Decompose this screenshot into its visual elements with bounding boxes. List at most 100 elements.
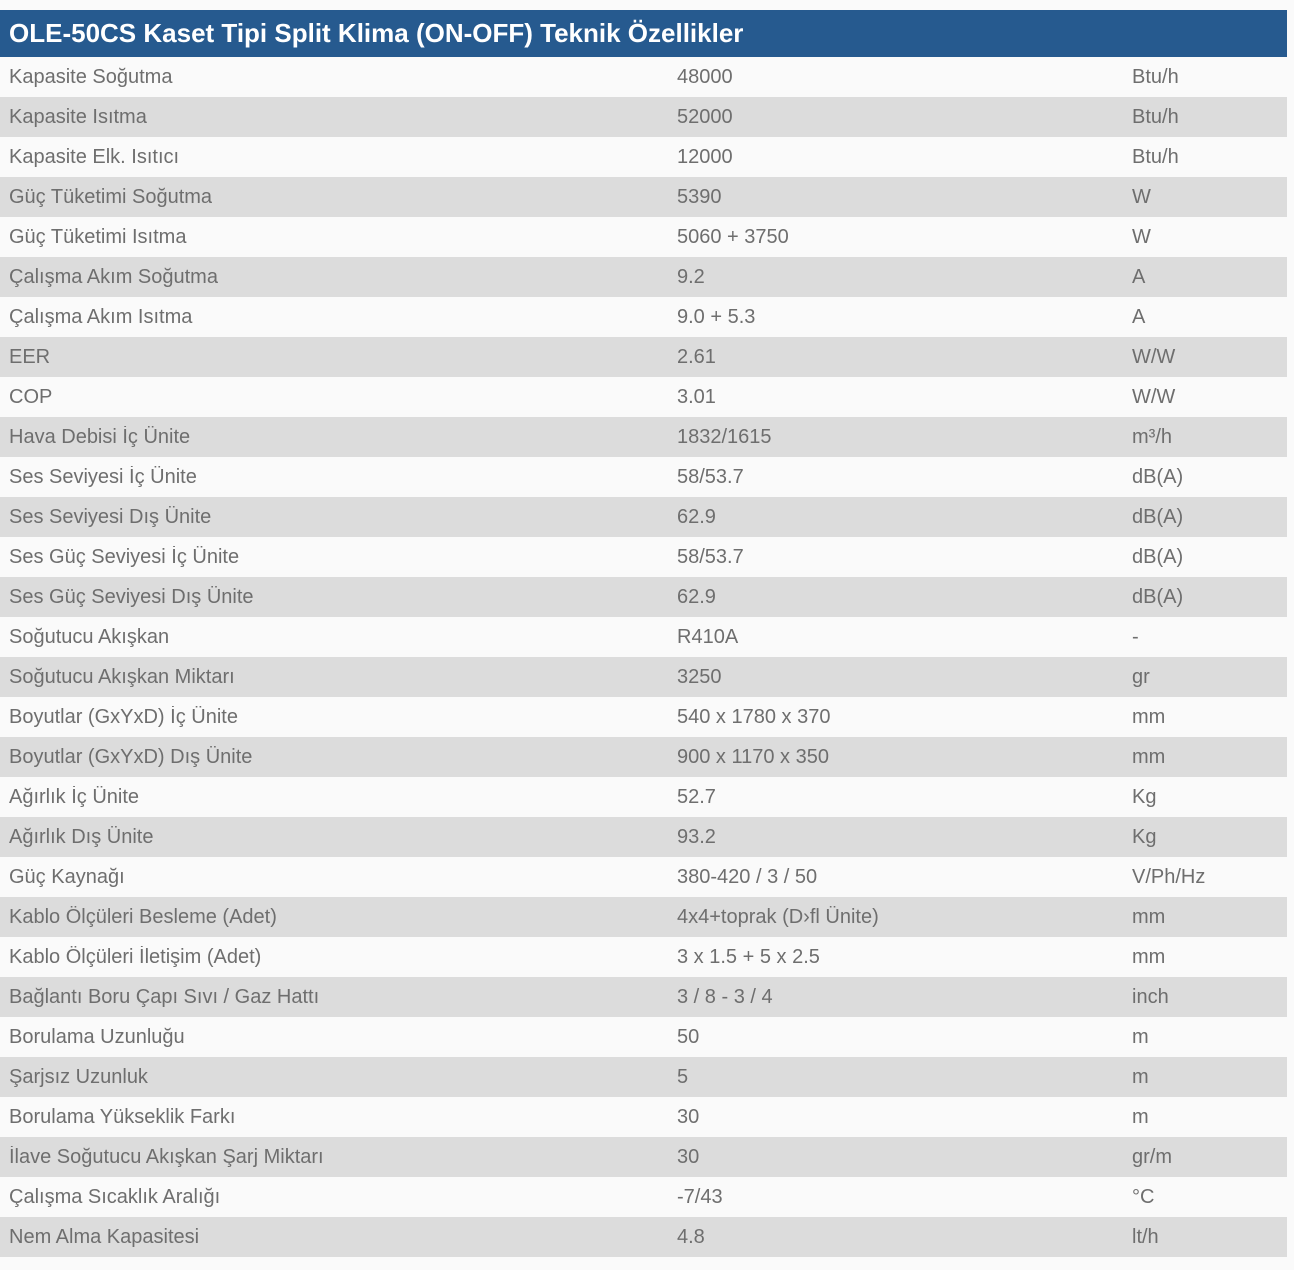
spec-unit: mm <box>1132 705 1166 728</box>
spec-label: Ses Seviyesi İç Ünite <box>9 465 197 488</box>
spec-value: R410A <box>677 625 739 648</box>
spec-row: Soğutucu Akışkan R410A - <box>0 617 1287 657</box>
spec-label: Soğutucu Akışkan Miktarı <box>9 665 235 688</box>
spec-unit: Kg <box>1132 785 1157 808</box>
spec-value: 2.61 <box>677 345 716 368</box>
spec-value: 52.7 <box>677 785 716 808</box>
spec-value: 62.9 <box>677 505 716 528</box>
spec-row: Ses Güç Seviyesi Dış Ünite 62.9 dB(A) <box>0 577 1287 617</box>
spec-label: İlave Soğutucu Akışkan Şarj Miktarı <box>9 1145 324 1168</box>
spec-row: Ses Seviyesi İç Ünite 58/53.7 dB(A) <box>0 457 1287 497</box>
spec-label: Ağırlık İç Ünite <box>9 785 140 808</box>
spec-value: 52000 <box>677 105 733 128</box>
spec-label: Boyutlar (GxYxD) İç Ünite <box>9 705 238 728</box>
spec-label: Güç Tüketimi Isıtma <box>9 225 187 248</box>
spec-row: Borulama Yükseklik Farkı 30 m <box>0 1097 1287 1137</box>
spec-value: -7/43 <box>677 1185 723 1208</box>
spec-value: 380-420 / 3 / 50 <box>677 865 818 888</box>
spec-value: 30 <box>677 1145 700 1168</box>
spec-label: Kapasite Isıtma <box>9 105 147 128</box>
spec-value: 30 <box>677 1105 700 1128</box>
spec-value: 3 / 8 - 3 / 4 <box>677 985 773 1008</box>
spec-unit: A <box>1132 265 1146 288</box>
spec-row: Güç Tüketimi Isıtma 5060 + 3750 W <box>0 217 1287 257</box>
spec-unit: dB(A) <box>1132 545 1184 568</box>
spec-row: Çalışma Sıcaklık Aralığı -7/43 °C <box>0 1177 1287 1217</box>
spec-row: Kapasite Isıtma 52000 Btu/h <box>0 97 1287 137</box>
spec-value: 1832/1615 <box>677 425 772 448</box>
spec-row: Kapasite Soğutma 48000 Btu/h <box>0 57 1287 97</box>
spec-unit: V/Ph/Hz <box>1132 865 1206 888</box>
spec-unit: Kg <box>1132 825 1157 848</box>
spec-unit: W <box>1132 185 1151 208</box>
spec-unit: mm <box>1132 745 1166 768</box>
spec-row: Kablo Ölçüleri Besleme (Adet) 4x4+toprak… <box>0 897 1287 937</box>
spec-row: EER 2.61 W/W <box>0 337 1287 377</box>
spec-label: Çalışma Akım Isıtma <box>9 305 193 328</box>
spec-row: Şarjsız Uzunluk 5 m <box>0 1057 1287 1097</box>
spec-value: 62.9 <box>677 585 716 608</box>
spec-row: Ses Güç Seviyesi İç Ünite 58/53.7 dB(A) <box>0 537 1287 577</box>
spec-unit: A <box>1132 305 1146 328</box>
spec-value: 900 x 1170 x 350 <box>677 745 829 768</box>
spec-value: 58/53.7 <box>677 545 744 568</box>
spec-value: 5 <box>677 1065 689 1088</box>
spec-unit: W/W <box>1132 385 1176 408</box>
spec-unit: W <box>1132 225 1151 248</box>
spec-unit: Btu/h <box>1132 145 1179 168</box>
spec-unit: Btu/h <box>1132 65 1179 88</box>
spec-label: Ses Seviyesi Dış Ünite <box>9 505 212 528</box>
spec-unit: m <box>1132 1025 1149 1048</box>
spec-value: 3 x 1.5 + 5 x 2.5 <box>677 945 820 968</box>
spec-label: Hava Debisi İç Ünite <box>9 425 191 448</box>
spec-label: Soğutucu Akışkan <box>9 625 170 648</box>
spec-table-title-bar: OLE-50CS Kaset Tipi Split Klima (ON-OFF)… <box>0 10 1287 57</box>
spec-unit: mm <box>1132 905 1166 928</box>
spec-row: Kablo Ölçüleri İletişim (Adet) 3 x 1.5 +… <box>0 937 1287 977</box>
spec-unit: dB(A) <box>1132 585 1184 608</box>
spec-value: 3.01 <box>677 385 716 408</box>
spec-unit: °C <box>1132 1185 1155 1208</box>
spec-label: Boyutlar (GxYxD) Dış Ünite <box>9 745 253 768</box>
spec-row: Güç Kaynağı 380-420 / 3 / 50 V/Ph/Hz <box>0 857 1287 897</box>
spec-unit: m <box>1132 1065 1149 1088</box>
spec-label: Güç Kaynağı <box>9 865 125 888</box>
spec-unit: Btu/h <box>1132 105 1179 128</box>
spec-value: 50 <box>677 1025 700 1048</box>
spec-unit: dB(A) <box>1132 505 1184 528</box>
spec-value: 93.2 <box>677 825 716 848</box>
spec-label: Nem Alma Kapasitesi <box>9 1225 200 1248</box>
spec-row: Kapasite Elk. Isıtıcı 12000 Btu/h <box>0 137 1287 177</box>
spec-unit: lt/h <box>1132 1225 1159 1248</box>
spec-label: Kapasite Elk. Isıtıcı <box>9 145 180 168</box>
spec-unit: m <box>1132 1105 1149 1128</box>
spec-label: Ses Güç Seviyesi Dış Ünite <box>9 585 254 608</box>
spec-value: 5060 + 3750 <box>677 225 789 248</box>
spec-value: 9.2 <box>677 265 705 288</box>
spec-label: Çalışma Sıcaklık Aralığı <box>9 1185 221 1208</box>
spec-table-title: OLE-50CS Kaset Tipi Split Klima (ON-OFF)… <box>9 18 744 48</box>
spec-row: Hava Debisi İç Ünite 1832/1615 m³/h <box>0 417 1287 457</box>
spec-unit: inch <box>1132 985 1169 1008</box>
spec-label: Güç Tüketimi Soğutma <box>9 185 213 208</box>
spec-label: COP <box>9 385 53 408</box>
spec-unit: - <box>1132 625 1139 648</box>
spec-label: Kablo Ölçüleri Besleme (Adet) <box>9 905 277 928</box>
spec-unit: gr <box>1132 665 1150 688</box>
spec-value: 4.8 <box>677 1225 705 1248</box>
spec-value: 4x4+toprak (D›fl Ünite) <box>677 905 879 928</box>
spec-unit: m³/h <box>1132 425 1172 448</box>
spec-row: Ağırlık Dış Ünite 93.2 Kg <box>0 817 1287 857</box>
spec-label: Ses Güç Seviyesi İç Ünite <box>9 545 240 568</box>
spec-value: 58/53.7 <box>677 465 744 488</box>
spec-row: Bağlantı Boru Çapı Sıvı / Gaz Hattı 3 / … <box>0 977 1287 1017</box>
spec-label: Ağırlık Dış Ünite <box>9 825 154 848</box>
spec-row: Ağırlık İç Ünite 52.7 Kg <box>0 777 1287 817</box>
spec-table: Kapasite Soğutma 48000 Btu/h Kapasite Is… <box>0 57 1287 1257</box>
spec-label: Kapasite Soğutma <box>9 65 173 88</box>
spec-value: 12000 <box>677 145 733 168</box>
spec-label: EER <box>9 345 51 368</box>
spec-row: Boyutlar (GxYxD) İç Ünite 540 x 1780 x 3… <box>0 697 1287 737</box>
spec-label: Bağlantı Boru Çapı Sıvı / Gaz Hattı <box>9 985 320 1008</box>
spec-value: 540 x 1780 x 370 <box>677 705 831 728</box>
